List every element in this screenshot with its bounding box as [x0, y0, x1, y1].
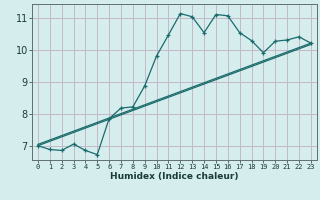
X-axis label: Humidex (Indice chaleur): Humidex (Indice chaleur) [110, 172, 239, 181]
